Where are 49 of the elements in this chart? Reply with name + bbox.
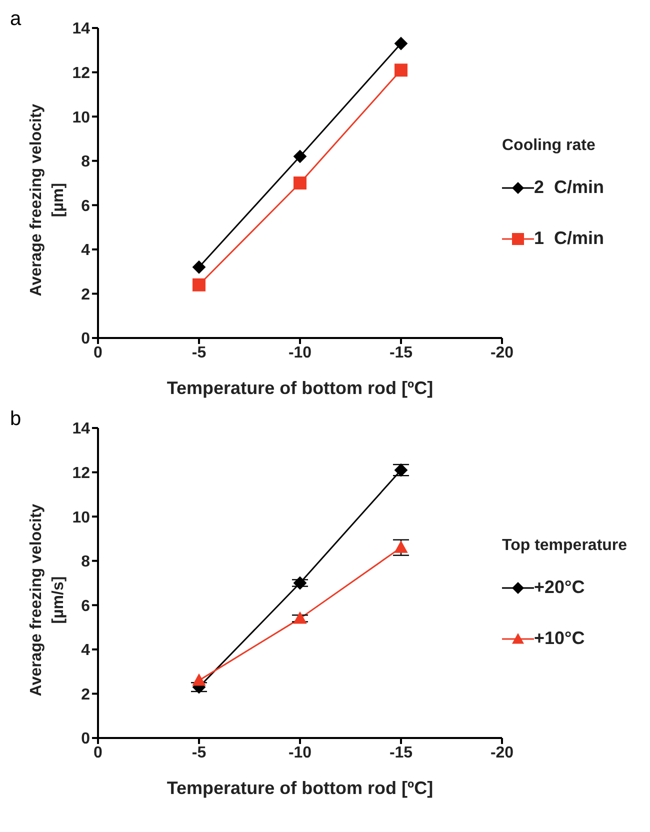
- legend-label: +20°C: [534, 577, 585, 598]
- legend-title: Cooling rate: [502, 137, 596, 155]
- legend-title: Top temperature: [502, 537, 628, 555]
- point: [394, 64, 408, 77]
- chart-title: b: [10, 408, 22, 431]
- y-tick-label: 6: [81, 198, 90, 215]
- chart-title: a: [10, 8, 22, 31]
- x-axis-title: Temperature of bottom rod [ºC]: [166, 378, 434, 398]
- x-tick-label: 0: [94, 744, 103, 762]
- y-axis-title: Average freezing velocity [µm]: [27, 102, 68, 298]
- x-tick-label: -10: [288, 344, 312, 362]
- y-tick-label: 8: [81, 554, 90, 571]
- x-tick-label: -15: [389, 744, 413, 762]
- x-tick-label: -20: [490, 344, 514, 362]
- y-tick-label: 12: [72, 464, 90, 482]
- y-tick-label: 2: [81, 286, 90, 304]
- legend-label: +10°C: [534, 628, 585, 649]
- y-tick-label: 6: [81, 598, 90, 615]
- point: [394, 37, 408, 50]
- y-tick-label: 2: [81, 686, 90, 704]
- point: [294, 576, 306, 590]
- point: [394, 541, 408, 553]
- point: [294, 176, 306, 190]
- point: [192, 674, 206, 686]
- x-tick-label: -10: [288, 744, 312, 762]
- point: [192, 260, 206, 274]
- x-tick-label: 0: [94, 344, 103, 362]
- x-tick-label: -15: [389, 344, 413, 362]
- x-tick-label: -20: [490, 744, 514, 762]
- y-tick-label: 0: [81, 330, 90, 348]
- y-tick-label: 10: [72, 509, 90, 526]
- y-tick-label: 14: [72, 420, 90, 438]
- y-tick-label: 12: [72, 64, 90, 82]
- legend-label: 1 C/min: [534, 228, 604, 249]
- point: [294, 150, 306, 163]
- y-axis-title: Average freezing velocity [µm/s]: [27, 502, 68, 698]
- y-tick-label: 10: [72, 109, 90, 126]
- y-tick-label: 0: [81, 730, 90, 748]
- legend-label: 2 C/min: [534, 177, 604, 198]
- point: [294, 612, 306, 624]
- y-tick-label: 4: [81, 642, 90, 660]
- x-tick-label: -5: [192, 744, 206, 762]
- point: [192, 278, 206, 292]
- point: [394, 464, 408, 477]
- y-tick-label: 14: [72, 20, 90, 38]
- x-axis-title: Temperature of bottom rod [ºC]: [166, 778, 434, 798]
- y-tick-label: 8: [81, 154, 90, 171]
- y-tick-label: 4: [81, 242, 90, 260]
- x-tick-label: -5: [192, 344, 206, 362]
